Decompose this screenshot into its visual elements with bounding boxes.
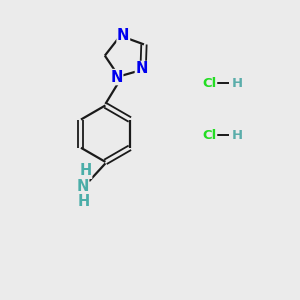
- Text: N: N: [135, 61, 148, 76]
- Text: H: H: [232, 129, 243, 142]
- Text: Cl: Cl: [202, 129, 217, 142]
- Text: N: N: [117, 28, 130, 43]
- Text: N: N: [110, 70, 123, 85]
- Text: H: H: [80, 163, 92, 178]
- Text: N: N: [76, 179, 89, 194]
- Text: Cl: Cl: [202, 76, 217, 90]
- Text: H: H: [78, 194, 90, 209]
- Text: H: H: [232, 76, 243, 90]
